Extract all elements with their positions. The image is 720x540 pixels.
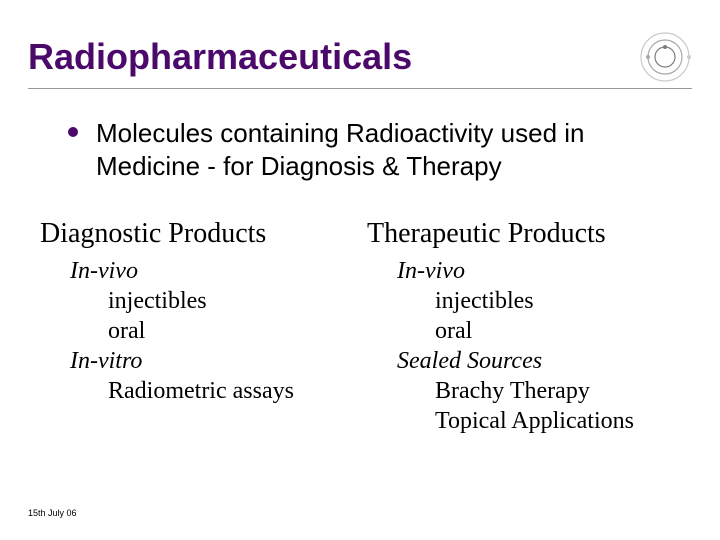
right-item-injectibles: injectibles xyxy=(435,286,686,316)
right-group-invivo: In-vivo xyxy=(397,256,686,286)
right-column: Therapeutic Products In-vivo injectibles… xyxy=(367,218,686,436)
right-item-topical: Topical Applications xyxy=(435,406,686,436)
left-item-radiometric: Radiometric assays xyxy=(108,376,359,406)
right-heading: Therapeutic Products xyxy=(367,218,686,250)
slide: Radiopharmaceuticals Molecules containin… xyxy=(0,0,720,540)
right-group-sealed: Sealed Sources xyxy=(397,346,686,376)
left-heading: Diagnostic Products xyxy=(40,218,359,250)
left-group-invivo: In-vivo xyxy=(70,256,359,286)
slide-title: Radiopharmaceuticals xyxy=(28,36,626,78)
title-row: Radiopharmaceuticals xyxy=(28,30,692,89)
footer-date: 15th July 06 xyxy=(28,508,77,518)
columns: Diagnostic Products In-vivo injectibles … xyxy=(40,218,686,436)
corner-logo-icon xyxy=(638,30,692,84)
right-item-brachy: Brachy Therapy xyxy=(435,376,686,406)
bullet-text: Molecules containing Radioactivity used … xyxy=(96,117,668,182)
main-bullet: Molecules containing Radioactivity used … xyxy=(68,117,668,182)
left-group-invitro: In-vitro xyxy=(70,346,359,376)
left-item-injectibles: injectibles xyxy=(108,286,359,316)
left-column: Diagnostic Products In-vivo injectibles … xyxy=(40,218,359,436)
left-item-oral: oral xyxy=(108,316,359,346)
bullet-icon xyxy=(68,127,78,137)
right-item-oral: oral xyxy=(435,316,686,346)
